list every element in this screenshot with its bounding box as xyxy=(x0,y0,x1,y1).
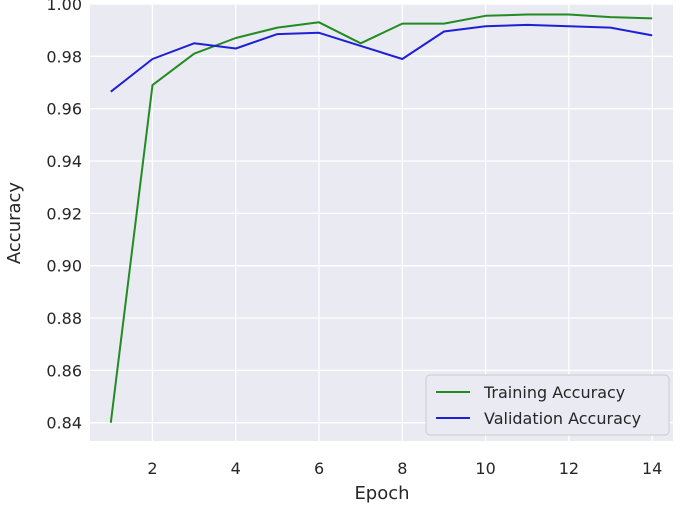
y-tick-label: 0.92 xyxy=(46,204,82,223)
y-tick-label: 0.98 xyxy=(46,47,82,66)
legend-box xyxy=(425,374,670,436)
y-tick-label: 0.88 xyxy=(46,309,82,328)
y-tick-label: 0.84 xyxy=(46,414,82,433)
x-axis-label: Epoch xyxy=(354,483,409,504)
y-tick-label: 0.86 xyxy=(46,361,82,380)
series-layer xyxy=(109,13,653,423)
x-tick-label: 12 xyxy=(559,459,579,478)
x-tick-labels: 2 4 6 8 10 12 14 xyxy=(147,459,662,478)
series-line-training xyxy=(109,13,653,423)
y-tick-label: 0.90 xyxy=(46,257,82,276)
y-tick-label: 0.96 xyxy=(46,100,82,119)
series-line-validation xyxy=(110,23,653,93)
y-tick-label: 1.00 xyxy=(46,0,82,14)
grid-lines xyxy=(90,3,673,441)
y-tick-label: 0.94 xyxy=(46,152,82,171)
x-tick-label: 6 xyxy=(314,459,324,478)
plot-background xyxy=(90,4,673,441)
x-tick-label: 10 xyxy=(475,459,495,478)
x-tick-label: 8 xyxy=(397,459,407,478)
y-axis-label: Accuracy xyxy=(4,182,25,265)
x-tick-label: 14 xyxy=(642,459,662,478)
legend-label-training: Training Accuracy xyxy=(483,383,625,402)
x-tick-label: 2 xyxy=(147,459,157,478)
y-tick-labels: 0.84 0.86 0.88 0.90 0.92 0.94 0.96 0.98 1.00 xyxy=(46,0,82,433)
x-tick-label: 4 xyxy=(231,459,241,478)
legend: Training Accuracy Validation Accuracy xyxy=(425,374,670,436)
legend-label-validation: Validation Accuracy xyxy=(484,409,641,428)
